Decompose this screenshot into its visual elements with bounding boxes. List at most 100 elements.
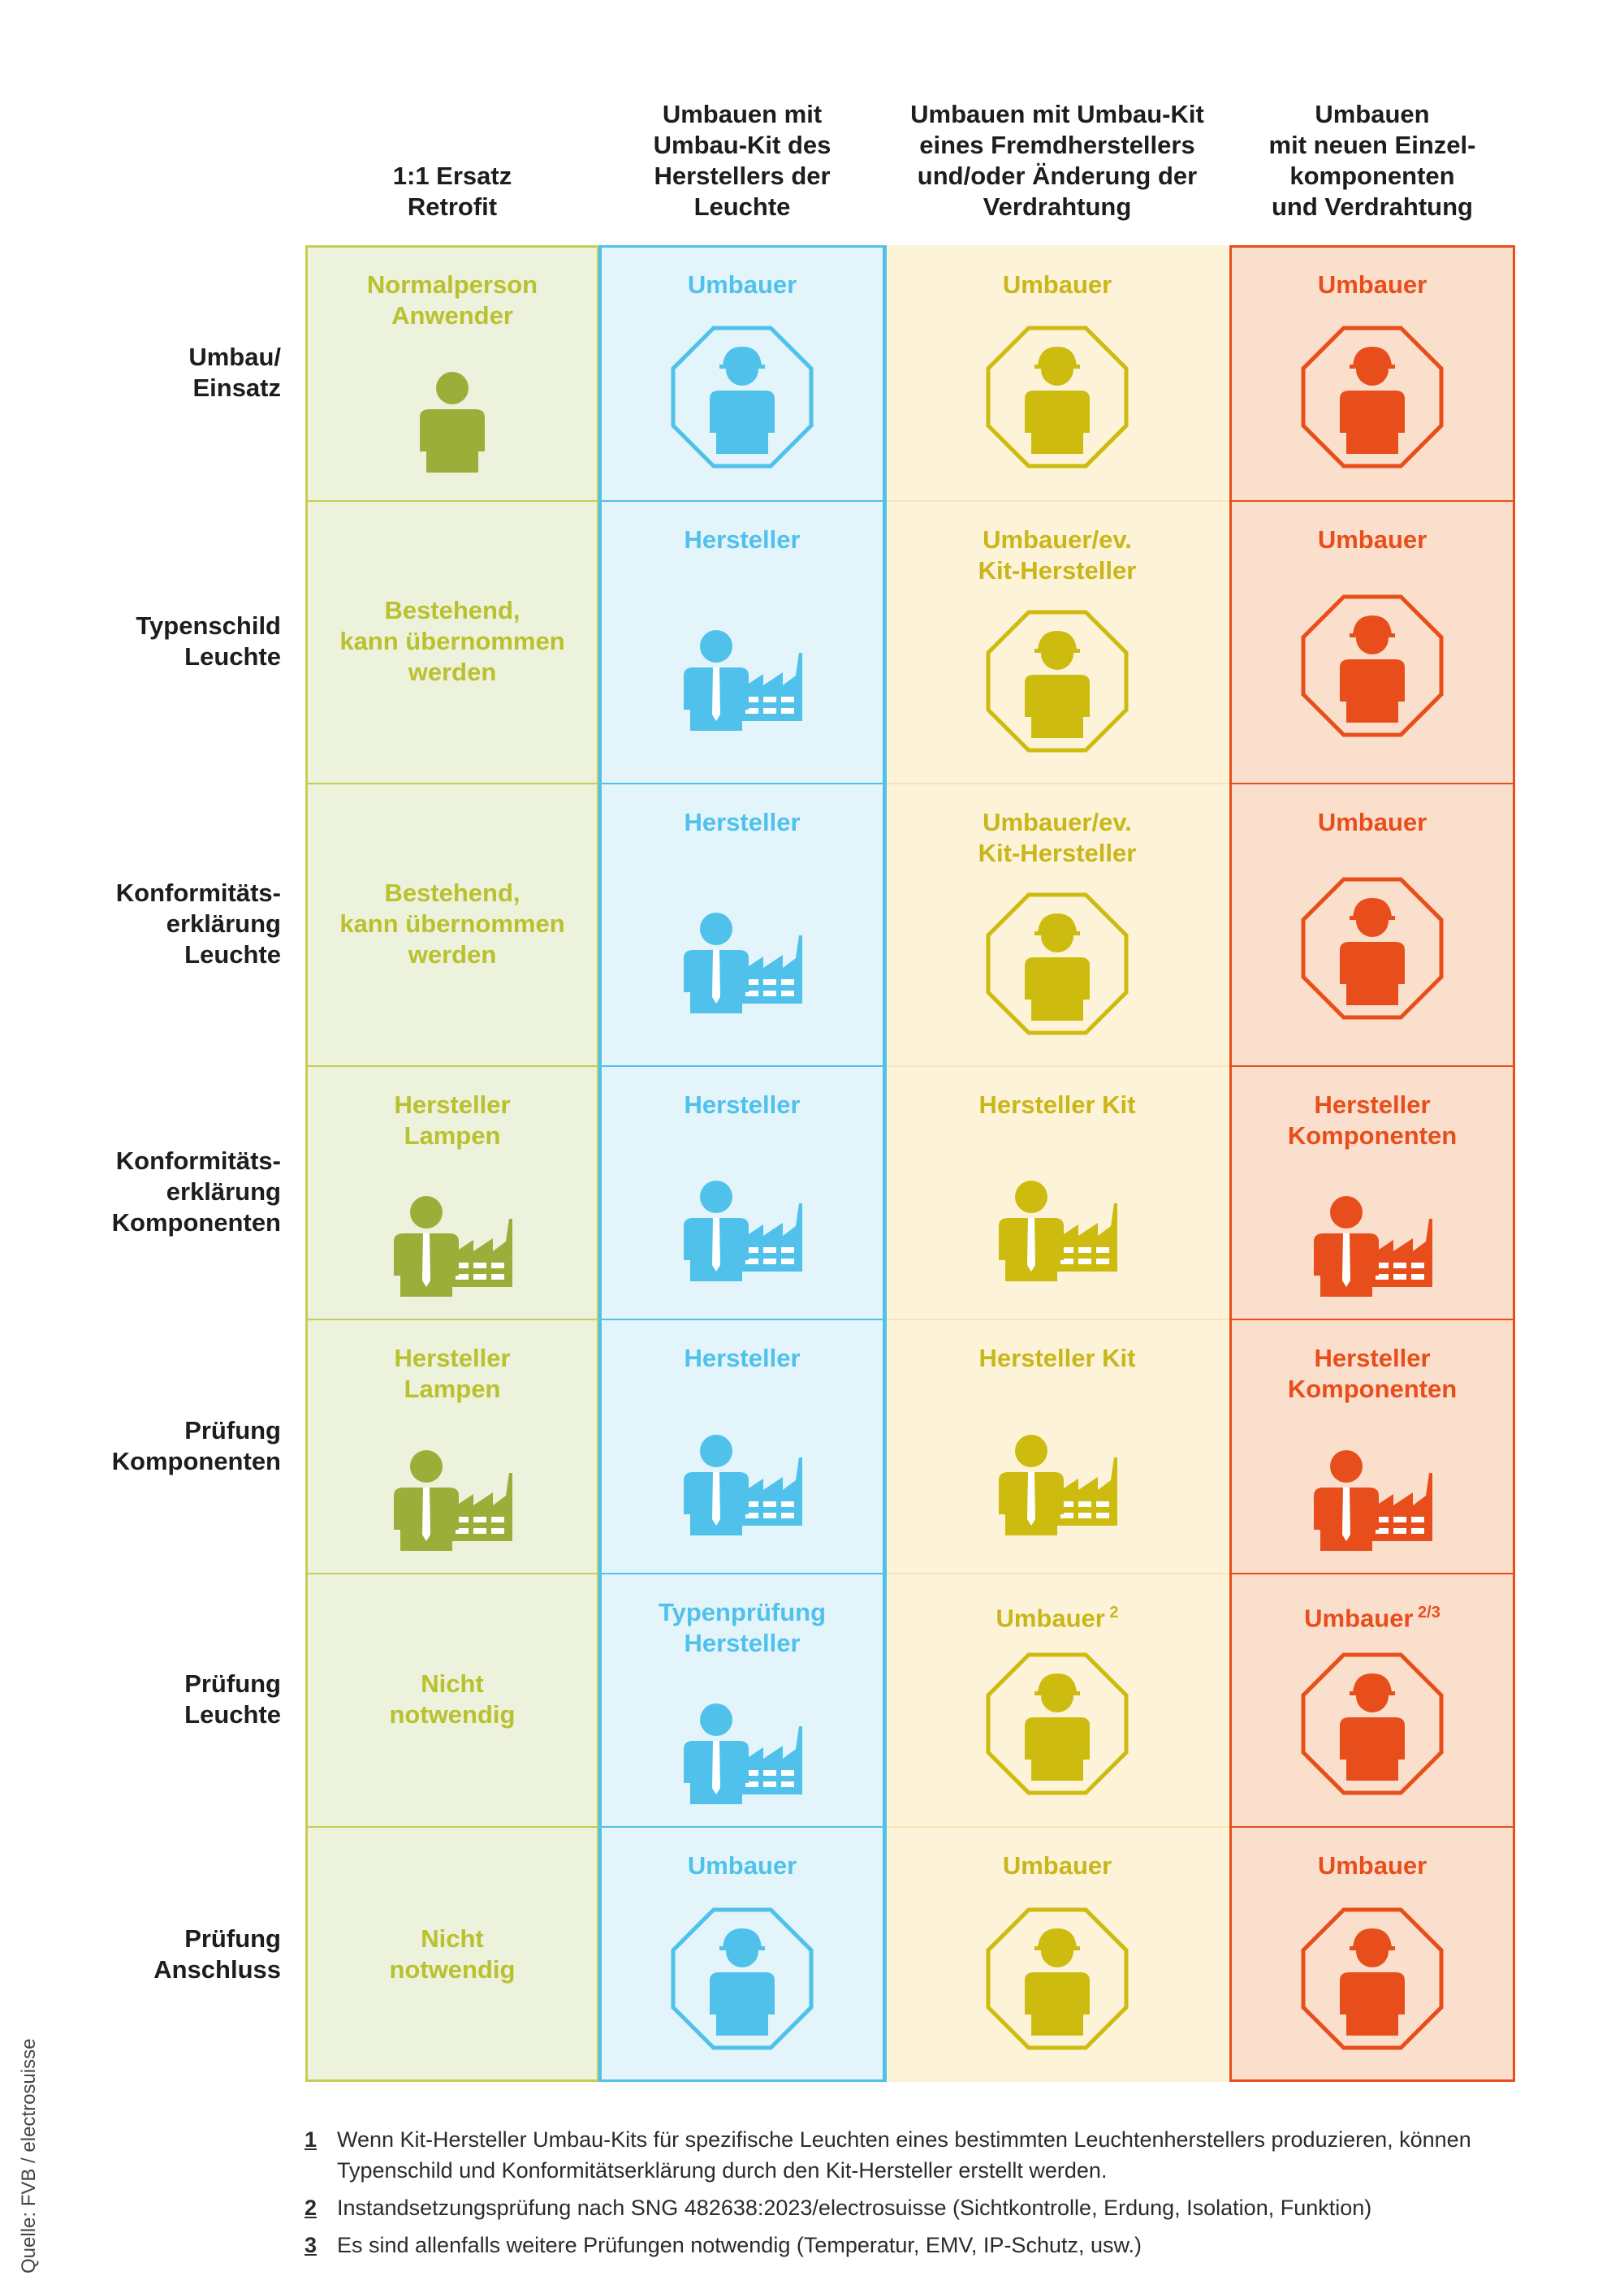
row-divider bbox=[599, 1065, 885, 1067]
worker-octagon-icon bbox=[986, 892, 1129, 1035]
cell-label: Hersteller Komponenten bbox=[1229, 1090, 1515, 1151]
worker-octagon-icon bbox=[1301, 1652, 1444, 1795]
cell-text: Umbauer bbox=[1317, 1851, 1427, 1880]
cell-label: Bestehend, kann übernommen werden bbox=[305, 783, 599, 1065]
cell-text: Hersteller bbox=[684, 1090, 801, 1119]
cell-text: Umbauer/ev. Kit-Hersteller bbox=[978, 808, 1137, 867]
cell-label: Hersteller Kit bbox=[885, 1343, 1229, 1374]
cell-text: Umbauer bbox=[996, 1604, 1105, 1633]
manufacturer-icon bbox=[684, 1704, 802, 1804]
row-header-7: Prüfung Anschluss bbox=[153, 1924, 281, 1984]
row-divider bbox=[885, 500, 1229, 502]
cell-text: Hersteller Lampen bbox=[394, 1344, 511, 1403]
worker-octagon-icon bbox=[986, 610, 1129, 753]
worker-octagon-icon bbox=[1301, 877, 1444, 1020]
cell-label: Hersteller Lampen bbox=[305, 1090, 599, 1151]
row-divider bbox=[305, 783, 599, 784]
cell-text: Umbauer bbox=[1317, 808, 1427, 836]
cell-text: Umbauer bbox=[1304, 1604, 1414, 1633]
cell-label: Typenprüfung Hersteller bbox=[599, 1597, 885, 1659]
cell-text: Hersteller Komponenten bbox=[1287, 1090, 1458, 1150]
row-divider bbox=[305, 500, 599, 502]
source-credit: Quelle: FVB / electrosuisse bbox=[18, 2038, 40, 2274]
cell-text: Hersteller Kit bbox=[978, 1344, 1136, 1372]
row-divider bbox=[599, 783, 885, 784]
cell-label: Umbauer bbox=[885, 1850, 1229, 1881]
cell-text: Hersteller Kit bbox=[978, 1090, 1136, 1119]
manufacturer-icon bbox=[1314, 1449, 1432, 1551]
cell-text: Normalperson Anwender bbox=[366, 270, 538, 330]
footnote-ref: 2/3 bbox=[1413, 1604, 1440, 1622]
row-divider bbox=[1229, 1319, 1515, 1320]
row-divider bbox=[599, 1573, 885, 1574]
row-divider bbox=[305, 1826, 599, 1828]
cell-text: Hersteller Lampen bbox=[394, 1090, 511, 1150]
footnote-ref: 2 bbox=[1104, 1604, 1119, 1622]
row-divider bbox=[885, 1319, 1229, 1320]
manufacturer-icon bbox=[394, 1449, 512, 1551]
manufacturer-icon bbox=[999, 1181, 1117, 1281]
column-header-label: 1:1 Ersatz Retrofit bbox=[392, 162, 512, 221]
cell-label: Umbauer/ev. Kit-Hersteller bbox=[885, 525, 1229, 586]
cell-label: Bestehend, kann übernommen werden bbox=[305, 500, 599, 783]
cell-label: Hersteller bbox=[599, 807, 885, 838]
manufacturer-icon bbox=[684, 630, 802, 731]
cell-text: Umbauer bbox=[1002, 1851, 1112, 1880]
worker-octagon-icon bbox=[671, 1907, 814, 2049]
cell-text: Hersteller bbox=[684, 525, 801, 554]
column-header-4: Umbauen mit neuen Einzel- komponenten un… bbox=[1229, 96, 1515, 222]
worker-octagon-icon bbox=[986, 1907, 1129, 2049]
manufacturer-icon bbox=[394, 1196, 512, 1297]
cell-text: Umbauer bbox=[1317, 270, 1427, 299]
cell-label: Hersteller Komponenten bbox=[1229, 1343, 1515, 1405]
row-header-6: Prüfung Leuchte bbox=[184, 1669, 281, 1729]
worker-octagon-icon bbox=[1301, 1907, 1444, 2049]
cell-label: Umbauer 2/3 bbox=[1229, 1597, 1515, 1634]
row-divider bbox=[1229, 500, 1515, 502]
cell-text: Umbauer bbox=[1317, 525, 1427, 554]
cell-label: Umbauer bbox=[599, 1850, 885, 1881]
column-header-2: Umbauen mit Umbau-Kit des Herstellers de… bbox=[599, 96, 885, 222]
row-divider bbox=[599, 500, 885, 502]
row-divider bbox=[1229, 1573, 1515, 1574]
cell-text: Nicht notwendig bbox=[389, 1924, 516, 1984]
cell-text: Hersteller bbox=[684, 1344, 801, 1372]
row-header-1: Umbau/ Einsatz bbox=[188, 343, 281, 402]
cell-text: Umbauer bbox=[687, 270, 797, 299]
footnote-3: 3 Es sind allenfalls weitere Prüfungen no… bbox=[304, 2233, 1142, 2257]
row-divider bbox=[305, 1319, 599, 1320]
cell-text: Typenprüfung Hersteller bbox=[658, 1598, 827, 1657]
cell-label: Umbauer bbox=[1229, 525, 1515, 555]
footnote-2: 2 Instandsetzungsprüfung nach SNG 482638:… bbox=[304, 2196, 1372, 2220]
row-divider bbox=[885, 1065, 1229, 1067]
row-divider bbox=[885, 1826, 1229, 1828]
footnote-1: 1 Wenn Kit-Hersteller Umbau-Kits für spez… bbox=[304, 2127, 1471, 2183]
manufacturer-icon bbox=[684, 1434, 802, 1535]
cell-label: Hersteller Kit bbox=[885, 1090, 1229, 1121]
cell-label: Umbauer bbox=[599, 270, 885, 300]
cell-label: Hersteller bbox=[599, 1090, 885, 1121]
cell-label: Nicht notwendig bbox=[305, 1826, 599, 2082]
worker-octagon-icon bbox=[671, 326, 814, 469]
row-divider bbox=[1229, 783, 1515, 784]
cell-text: Bestehend, kann übernommen werden bbox=[339, 879, 565, 969]
row-divider bbox=[1229, 1065, 1515, 1067]
cell-label: Hersteller Lampen bbox=[305, 1343, 599, 1405]
cell-label: Umbauer bbox=[1229, 807, 1515, 838]
matrix-column-1 bbox=[305, 245, 599, 2082]
cell-text: Bestehend, kann übernommen werden bbox=[339, 596, 565, 686]
cell-text: Umbauer bbox=[687, 1851, 797, 1880]
column-header-label: Umbauen mit Umbau-Kit des Herstellers de… bbox=[653, 100, 831, 221]
worker-octagon-icon bbox=[986, 1652, 1129, 1795]
cell-text: Hersteller Komponenten bbox=[1287, 1344, 1458, 1403]
row-divider bbox=[1229, 1826, 1515, 1828]
cell-label: Nicht notwendig bbox=[305, 1573, 599, 1826]
row-header-3: Konformitäts- erklärung Leuchte bbox=[115, 879, 281, 969]
cell-label: Hersteller bbox=[599, 525, 885, 555]
cell-label: Normalperson Anwender bbox=[305, 270, 599, 331]
manufacturer-icon bbox=[684, 1181, 802, 1281]
column-header-3: Umbauen mit Umbau-Kit eines Fremdherstel… bbox=[885, 96, 1229, 222]
person-icon bbox=[420, 372, 485, 473]
manufacturer-icon bbox=[684, 913, 802, 1013]
worker-octagon-icon bbox=[986, 326, 1129, 469]
